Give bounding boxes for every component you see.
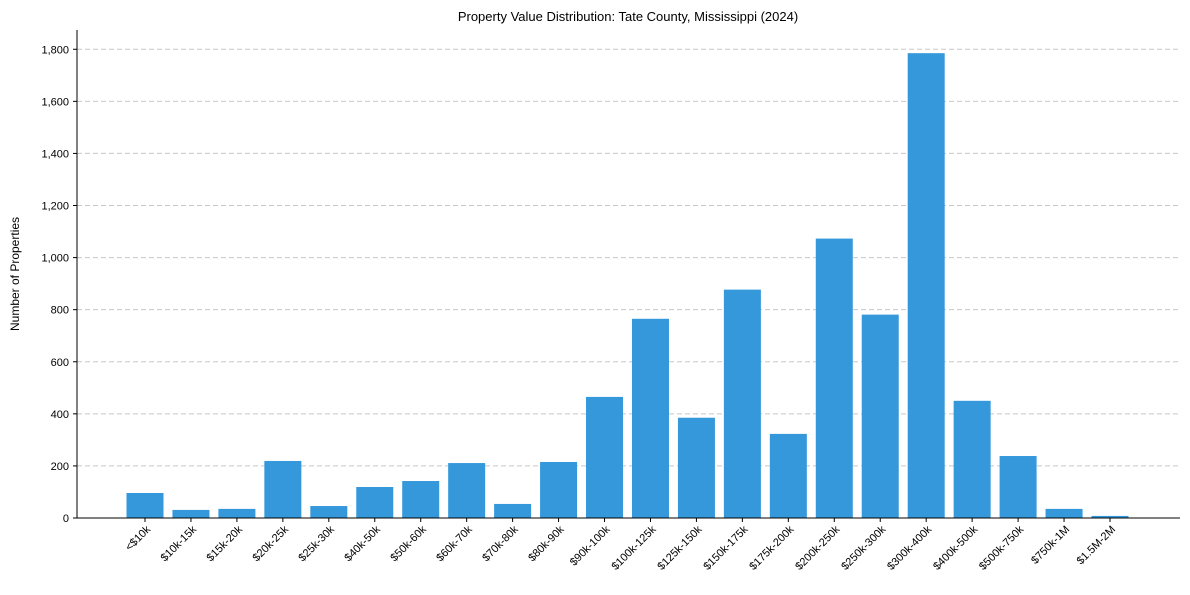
bar [1091,515,1129,518]
bar [861,314,899,518]
bar [677,417,715,518]
bar [1045,508,1083,518]
x-tick-label: $50k-60k [388,523,429,564]
bar [310,506,348,518]
bar [402,481,440,518]
x-tick-label: $90k-100k [568,523,613,568]
y-tick-label: 800 [51,305,69,317]
x-tick-label: $300k-400k [885,523,934,572]
bar [586,396,624,518]
y-tick-label: 1,200 [41,201,69,213]
bar [953,400,991,518]
chart-title: Property Value Distribution: Tate County… [458,9,798,24]
y-tick-label: 1,400 [41,148,69,160]
bar [494,503,532,518]
bar [218,508,256,518]
x-tick-label: $15k-20k [205,523,246,564]
x-tick-label: <$10k [123,523,153,553]
y-tick-label: 200 [51,461,69,473]
x-tick-label: $750k-1M [1029,524,1072,567]
bar [448,463,486,518]
x-tick-label: $250k-300k [839,523,888,572]
x-tick-label: $60k-70k [434,523,475,564]
bar [356,487,394,518]
x-tick-label: $100k-125k [609,523,658,572]
x-tick-label: $70k-80k [480,523,521,564]
bar [631,318,669,518]
x-tick-label: $175k-200k [747,523,796,572]
x-tick-label: $10k-15k [159,523,200,564]
bar [907,53,945,519]
x-tick-label: $150k-175k [701,523,750,572]
bar [540,462,578,518]
x-tick-label: $20k-25k [250,523,291,564]
x-tick-label: $40k-50k [342,523,383,564]
x-tick-label: $400k-500k [931,523,980,572]
y-axis-label: Number of Properties [8,217,22,331]
y-tick-label: 600 [51,357,69,369]
y-tick-label: 0 [63,513,69,525]
x-tick-label: $500k-750k [977,523,1026,572]
y-tick-label: 1,600 [41,96,69,108]
x-tick-label: $125k-150k [655,523,704,572]
bar [723,289,761,518]
y-tick-label: 1,800 [41,44,69,56]
x-tick-label: $25k-30k [296,523,337,564]
y-tick-label: 400 [51,409,69,421]
x-tick-label: $1.5M-2M [1075,524,1119,568]
bar [769,433,807,518]
bar [815,238,853,518]
y-tick-label: 1,000 [41,253,69,265]
bar [999,456,1037,518]
x-tick-label: $80k-90k [526,523,567,564]
bar [126,493,164,518]
bar [172,509,210,518]
x-tick-label: $200k-250k [793,523,842,572]
bar [264,460,302,518]
